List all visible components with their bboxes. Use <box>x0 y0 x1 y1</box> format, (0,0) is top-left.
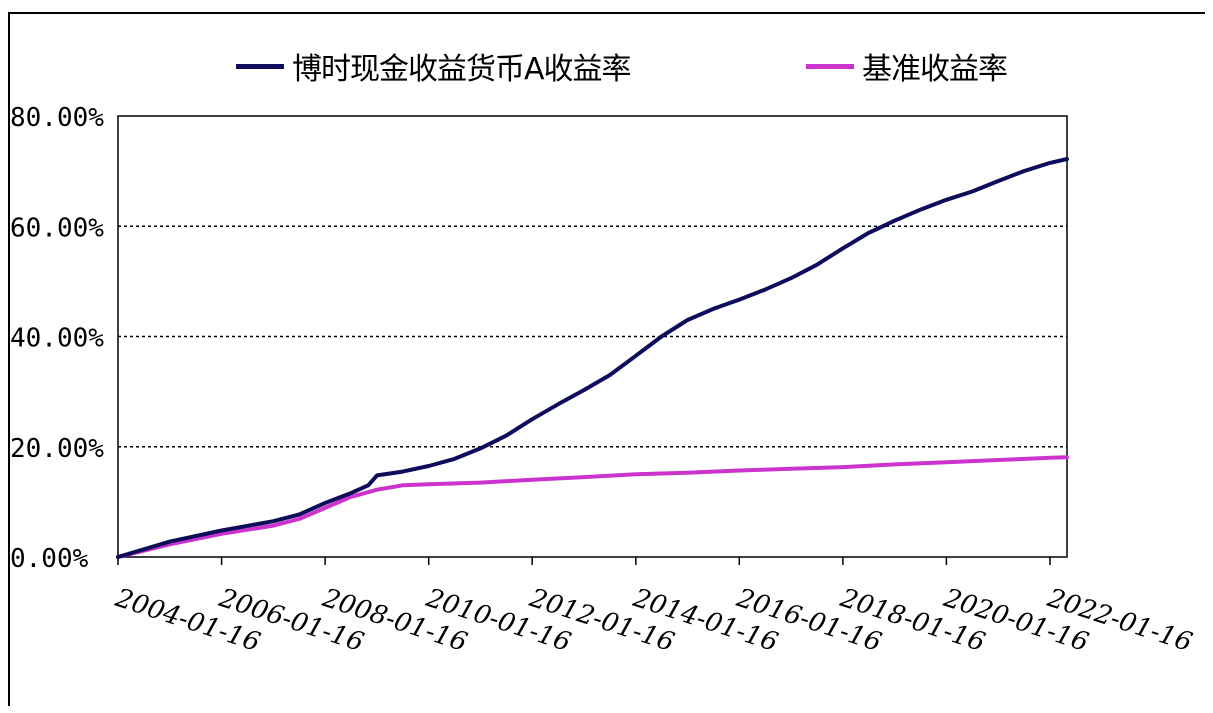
y-tick-label: 60.00% <box>10 213 104 243</box>
y-tick-label: 0.00% <box>10 544 89 574</box>
legend-label-series-b: 基准收益率 <box>862 52 1008 87</box>
y-tick-label: 80.00% <box>10 103 104 133</box>
y-tick-label: 20.00% <box>10 434 104 464</box>
series-line-fund-yield <box>116 157 1069 559</box>
legend-label-series-a: 博时现金收益货币A收益率 <box>292 52 632 87</box>
series-line-benchmark-yield <box>116 455 1069 559</box>
legend-item-series-b: 基准收益率 <box>806 46 1008 87</box>
plot-area-border <box>117 115 1068 558</box>
chart-frame <box>8 12 1205 706</box>
legend-item-series-a: 博时现金收益货币A收益率 <box>236 46 632 87</box>
legend-swatch-series-a <box>236 63 284 69</box>
y-tick-label: 40.00% <box>10 324 104 354</box>
legend-swatch-series-b <box>806 63 854 69</box>
